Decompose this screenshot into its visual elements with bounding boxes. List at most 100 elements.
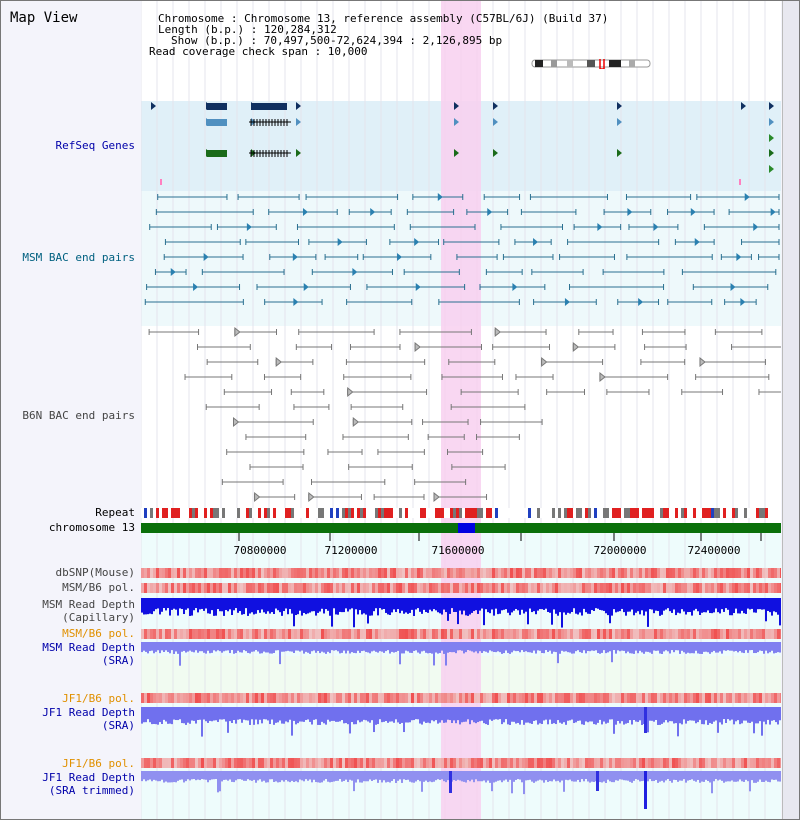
b6n-bac-marker <box>699 356 706 368</box>
msm-pol-heat <box>339 583 342 593</box>
msm-pol-sra-heat <box>627 629 630 639</box>
chromosome-ideogram[interactable] <box>531 54 651 70</box>
msm-depth-cap-bar <box>437 598 439 613</box>
vertical-scrollbar[interactable] <box>782 1 799 819</box>
msm-pol-sra-heat <box>537 629 540 639</box>
jf1-depth-trimmed-bar <box>427 771 429 783</box>
jf1-pol-heat <box>639 693 642 703</box>
jf1-pol-heat <box>507 693 510 703</box>
dbsnp-heat <box>594 568 597 578</box>
genome-plot-area[interactable] <box>140 1 799 820</box>
jf1-pol-heat <box>558 693 561 703</box>
jf1-depth-trimmed-bar <box>293 771 295 783</box>
msm-pol-heat <box>153 583 156 593</box>
genome-plot[interactable] <box>140 1 799 820</box>
jf1-pol-heat <box>624 693 627 703</box>
jf1-pol-trimmed-heat <box>606 758 609 768</box>
repeat-segment <box>282 508 285 518</box>
msm-depth-sra-bar <box>397 642 399 651</box>
jf1-depth-bar <box>289 707 291 720</box>
repeat-segment <box>384 508 387 518</box>
msm-pol-heat <box>414 583 417 593</box>
msm-depth-sra-bar <box>163 642 165 653</box>
msm-depth-cap-bar <box>375 598 377 609</box>
msm-depth-sra-bar <box>467 642 469 651</box>
jf1-depth-bar <box>341 707 343 721</box>
msm-pol-heat <box>246 583 249 593</box>
msm-depth-cap-bar <box>279 598 281 613</box>
msm-pol-sra-heat <box>147 629 150 639</box>
gene-arrow <box>769 165 774 173</box>
msm-depth-cap-bar <box>201 598 203 609</box>
jf1-depth-trimmed-bar <box>633 771 635 781</box>
dbsnp-heat <box>624 568 627 578</box>
msm-depth-cap-bar <box>321 598 323 609</box>
jf1-depth-trimmed-bar <box>747 771 749 782</box>
jf1-depth-bar <box>531 707 533 724</box>
msm-depth-sra-bar <box>183 642 185 651</box>
jf1-depth-trimmed-bar <box>457 771 459 780</box>
msm-pol-sra-heat <box>771 629 774 639</box>
jf1-depth-bar <box>161 707 163 725</box>
jf1-pol-trimmed-heat <box>531 758 534 768</box>
msm-pol-sra-heat <box>759 629 762 639</box>
msm-pol-sra-heat <box>450 629 453 639</box>
msm-pol-heat <box>756 583 759 593</box>
repeat-segment <box>480 508 483 518</box>
jf1-depth-trimmed-bar <box>555 771 557 782</box>
jf1-pol-trimmed-heat <box>366 758 369 768</box>
jf1-pol-heat <box>648 693 651 703</box>
jf1-depth-trimmed-bar <box>185 771 187 782</box>
msm-depth-sra-bar <box>245 642 247 652</box>
msm-depth-sra-bar <box>659 642 661 654</box>
jf1-depth-bar <box>591 707 593 722</box>
msm-depth-sra-bar <box>519 642 521 653</box>
jf1-pol-heat <box>348 693 351 703</box>
jf1-depth-bar <box>219 707 221 720</box>
msm-pol-sra-heat <box>417 629 420 639</box>
msm-depth-sra-bar <box>709 642 711 654</box>
msm-depth-sra-bar <box>249 642 251 654</box>
jf1-pol-heat <box>636 693 639 703</box>
jf1-depth-bar <box>249 707 251 725</box>
dbsnp-heat <box>672 568 675 578</box>
msm-depth-sra-bar <box>509 642 511 654</box>
msm-depth-cap-bar <box>589 598 591 614</box>
msm-depth-sra-bar <box>409 642 411 653</box>
msm-depth-sra-bar <box>589 642 591 652</box>
msm-depth-sra-bar <box>695 642 697 651</box>
msm-pol-sra-heat <box>738 629 741 639</box>
jf1-pol-heat <box>372 693 375 703</box>
msm-depth-sra-bar <box>749 642 751 651</box>
msm-pol-sra-heat <box>720 629 723 639</box>
page-title: Map View <box>10 10 78 26</box>
jf1-depth-trimmed-bar <box>517 771 519 780</box>
msm-pol-sra-heat <box>480 629 483 639</box>
jf1-pol-heat <box>510 693 513 703</box>
jf1-pol-trimmed-heat <box>342 758 345 768</box>
jf1-pol-trimmed-heat <box>327 758 330 768</box>
msm-pol-sra-heat <box>312 629 315 639</box>
jf1-pol-heat <box>594 693 597 703</box>
msm-depth-sra-bar <box>447 642 449 653</box>
dbsnp-heat <box>642 568 645 578</box>
jf1-depth-bar <box>451 707 453 724</box>
msm-depth-sra-bar <box>449 642 451 653</box>
msm-pol-sra-heat <box>765 629 768 639</box>
jf1-depth-bar <box>483 707 485 724</box>
jf1-pol-heat <box>141 693 144 703</box>
track-label-jf1-depth-trimmed-sub: (SRA trimmed) <box>48 784 135 797</box>
msm-pol-sra-heat <box>756 629 759 639</box>
msm-pol-heat <box>357 583 360 593</box>
jf1-depth-trimmed-bar <box>675 771 677 781</box>
repeat-segment <box>762 508 765 518</box>
jf1-pol-heat <box>660 693 663 703</box>
msm-bac-marker <box>740 298 746 306</box>
msm-depth-sra-bar <box>481 642 483 653</box>
msm-pol-heat <box>303 583 306 593</box>
dbsnp-heat <box>726 568 729 578</box>
jf1-depth-bar <box>421 707 423 725</box>
msm-depth-sra-bar <box>323 642 325 653</box>
jf1-depth-bar <box>613 707 615 734</box>
msm-depth-sra-bar <box>277 642 279 651</box>
